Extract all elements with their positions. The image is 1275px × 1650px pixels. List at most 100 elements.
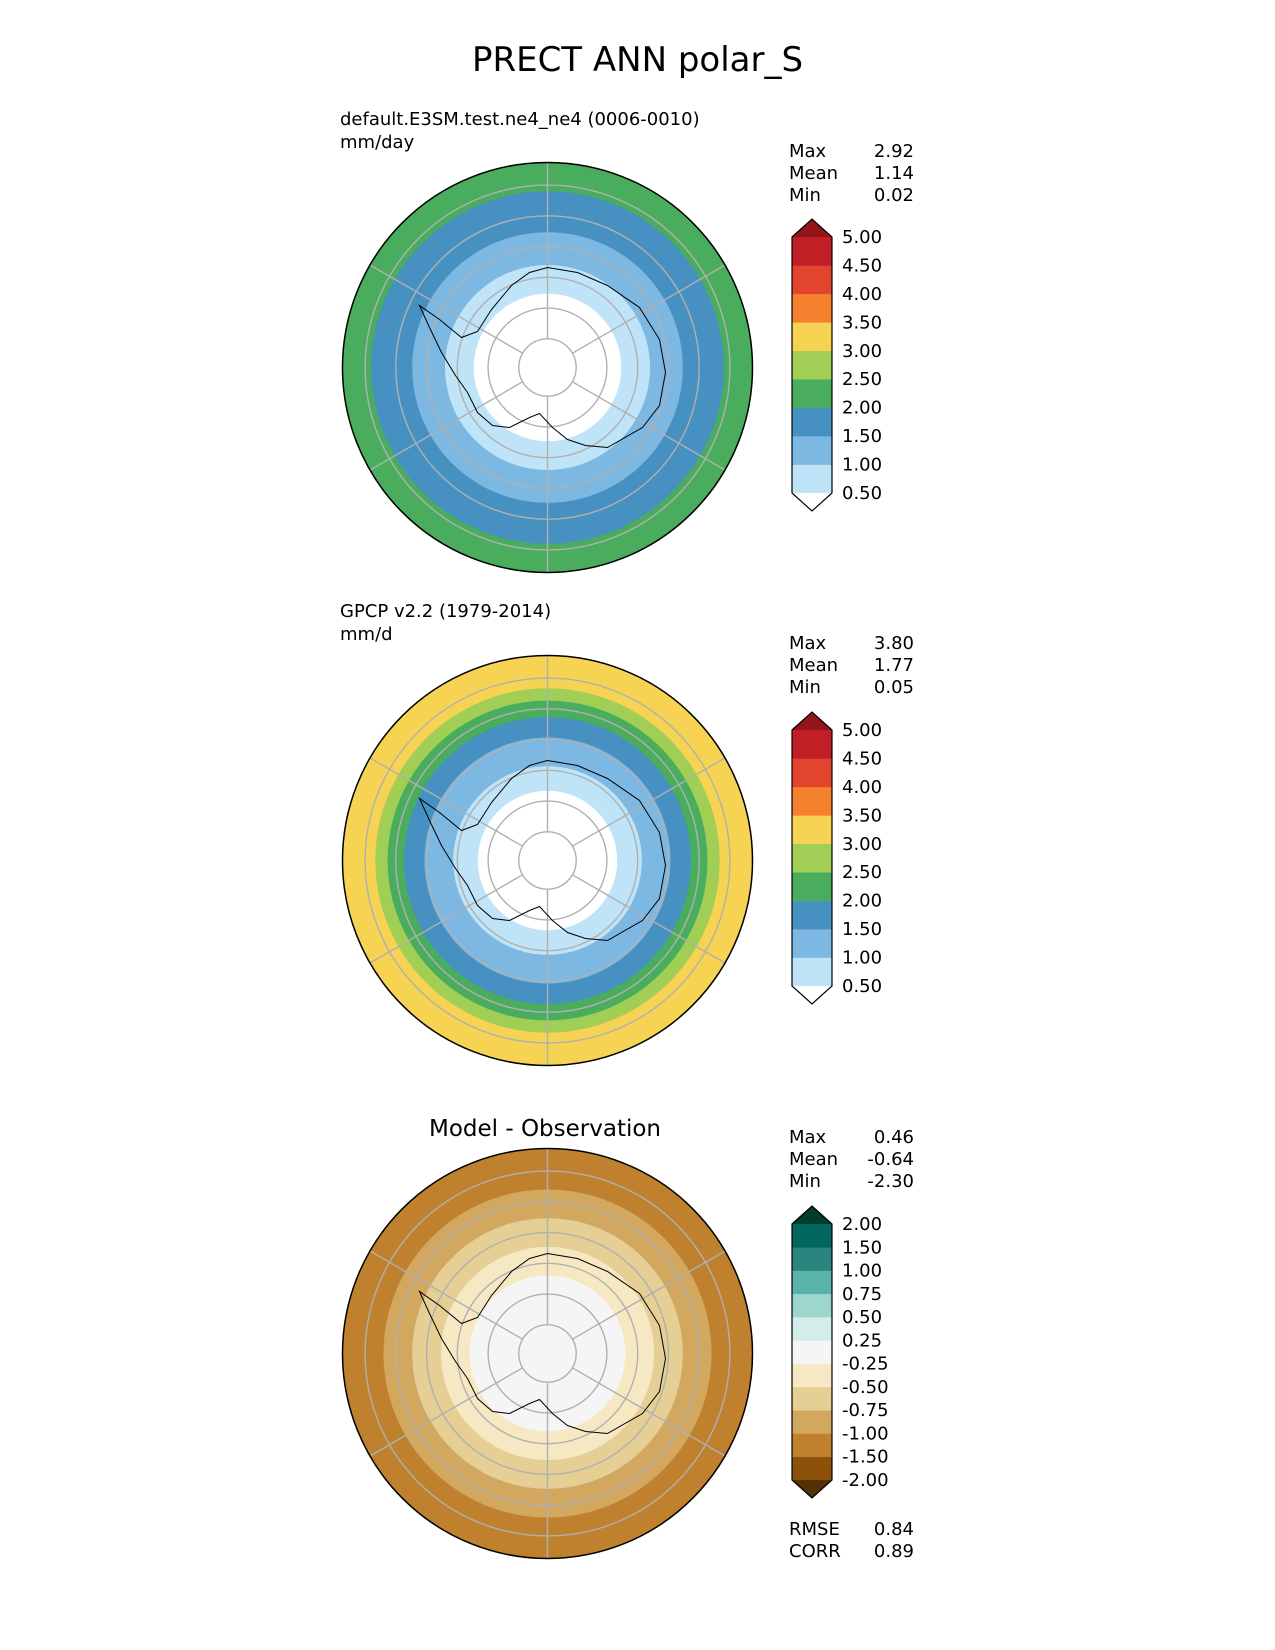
stat-max: 0.46	[873, 1127, 914, 1148]
colorbar-band	[792, 1433, 832, 1458]
test-colorbar: 0.50 1.00 1.50 2.00 2.50 3.00 3.50 4.00 4.50 5.00	[791, 218, 882, 512]
colorbar-tick-label: 5.00	[842, 227, 882, 248]
colorbar-band	[792, 379, 832, 408]
meridian-gridline	[369, 1367, 523, 1457]
test-polar-map	[341, 161, 754, 574]
field-band	[469, 1275, 626, 1432]
colorbar-tick-label: 3.00	[842, 341, 882, 362]
colorbar-extend-min	[792, 986, 832, 1004]
colorbar-tick-label: 4.00	[842, 284, 882, 305]
test-panel-name: default.E3SM.test.ne4_ne4 (0006-0010)	[340, 109, 700, 130]
colorbar-tick-label: 0.50	[842, 483, 882, 504]
colorbar-tick-label: 3.50	[842, 805, 882, 826]
meridian-gridline	[369, 381, 523, 471]
colorbar-band	[792, 786, 832, 816]
stat-label: Min	[789, 1171, 821, 1192]
colorbar-tick-label: 1.00	[842, 1261, 882, 1282]
colorbar-tick-label: -2.00	[842, 1470, 889, 1491]
colorbar-band	[792, 1363, 832, 1388]
colorbar-extend-min	[792, 493, 832, 511]
colorbar-tick-label: 2.00	[842, 1214, 882, 1235]
colorbar-tick-label: 2.00	[842, 398, 882, 419]
colorbar-band	[792, 1270, 832, 1295]
colorbar-band	[792, 957, 832, 987]
colorbar-band	[792, 1224, 832, 1248]
stat-label: Max	[789, 633, 827, 654]
stat-label: Max	[789, 1127, 827, 1148]
difference-colorbar: -2.00-1.50-1.00 -0.75-0.50-0.25 0.250.500.…	[791, 1205, 889, 1499]
figure-title: PRECT ANN polar_S	[471, 40, 804, 80]
colorbar-tick-label: 0.25	[842, 1330, 882, 1351]
meridian-gridline	[572, 264, 726, 354]
stat-label: Mean	[789, 163, 839, 184]
stat-max: 2.92	[873, 141, 914, 162]
reference-stats: Max 3.80 Mean 1.77 Min 0.05	[789, 633, 914, 699]
meridian-gridline	[572, 1250, 726, 1340]
stat-label: Mean	[789, 655, 839, 676]
colorbar-tick-label: 2.00	[842, 891, 882, 912]
colorbar-tick-label: 4.50	[842, 748, 882, 769]
stat-min: 0.02	[873, 185, 914, 206]
map-boundary	[341, 161, 754, 574]
colorbar-band	[792, 900, 832, 930]
field-band	[473, 293, 622, 442]
colorbar-tick-label: 3.00	[842, 834, 882, 855]
reference-polar-map	[341, 654, 754, 1067]
colorbar-extend-min	[792, 1480, 832, 1498]
colorbar-tick-label: 1.50	[842, 919, 882, 940]
colorbar-band	[792, 1340, 832, 1364]
metric-corr: 0.89	[873, 1541, 914, 1562]
colorbar-tick-label: 4.00	[842, 777, 882, 798]
colorbar-band	[792, 929, 832, 958]
colorbar-outline	[791, 218, 833, 512]
colorbar-band	[792, 843, 832, 873]
meridian-gridline	[572, 757, 726, 847]
test-stats: Max 2.92 Mean 1.14 Min 0.02	[789, 141, 914, 207]
colorbar-tick-label: 5.00	[842, 720, 882, 741]
latitude-gridline	[518, 1324, 577, 1383]
colorbar-band	[792, 872, 832, 901]
reference-panel-title: GPCP v2.2 (1979-2014) mm/d	[340, 600, 551, 646]
field-band	[477, 790, 618, 931]
colorbar-tick-label: 1.50	[842, 1237, 882, 1258]
difference-metrics: RMSE 0.84 CORR 0.89	[789, 1519, 914, 1563]
stat-mean: -0.64	[867, 1149, 914, 1170]
difference-panel-title: Model - Observation	[428, 1116, 662, 1142]
metric-rmse: 0.84	[873, 1519, 914, 1540]
stat-mean: 1.77	[873, 655, 914, 676]
colorbar-band	[792, 464, 832, 494]
antarctica-coastline	[418, 266, 667, 449]
meridian-gridline	[369, 874, 523, 964]
stat-label: Min	[789, 185, 821, 206]
colorbar-tick-label: 2.50	[842, 369, 882, 390]
colorbar-band	[792, 350, 832, 380]
antarctica-coastline	[418, 1252, 667, 1435]
stat-min: 0.05	[873, 677, 914, 698]
colorbar-outline	[791, 711, 833, 1005]
colorbar-band	[792, 1247, 832, 1271]
difference-stats: Max 0.46 Mean -0.64 Min -2.30	[789, 1127, 914, 1193]
antarctica-coastline	[418, 759, 667, 942]
reference-panel-name: GPCP v2.2 (1979-2014)	[340, 601, 552, 622]
colorbar-band	[792, 730, 832, 759]
difference-polar-map	[341, 1147, 754, 1560]
map-boundary	[341, 654, 754, 1067]
colorbar-tick-label: 4.50	[842, 255, 882, 276]
colorbar-band	[792, 1317, 832, 1341]
colorbar-tick-label: 1.50	[842, 426, 882, 447]
reference-panel-units: mm/d	[340, 624, 393, 645]
colorbar-band	[792, 1386, 832, 1411]
colorbar-extend-max	[792, 219, 832, 237]
meridian-gridline	[572, 1367, 726, 1457]
meridian-gridline	[369, 264, 523, 354]
stat-max: 3.80	[873, 633, 914, 654]
colorbar-tick-label: -0.50	[842, 1377, 889, 1398]
test-panel-units: mm/day	[340, 132, 415, 153]
reference-colorbar: 0.50 1.00 1.50 2.00 2.50 3.00 3.50 4.00 4.50 5.00	[791, 711, 882, 1005]
colorbar-band	[792, 1410, 832, 1434]
colorbar-band	[792, 1293, 832, 1318]
colorbar-tick-label: 1.00	[842, 948, 882, 969]
colorbar-band	[792, 322, 832, 352]
colorbar-tick-label: 0.50	[842, 976, 882, 997]
meridian-gridline	[369, 757, 523, 847]
